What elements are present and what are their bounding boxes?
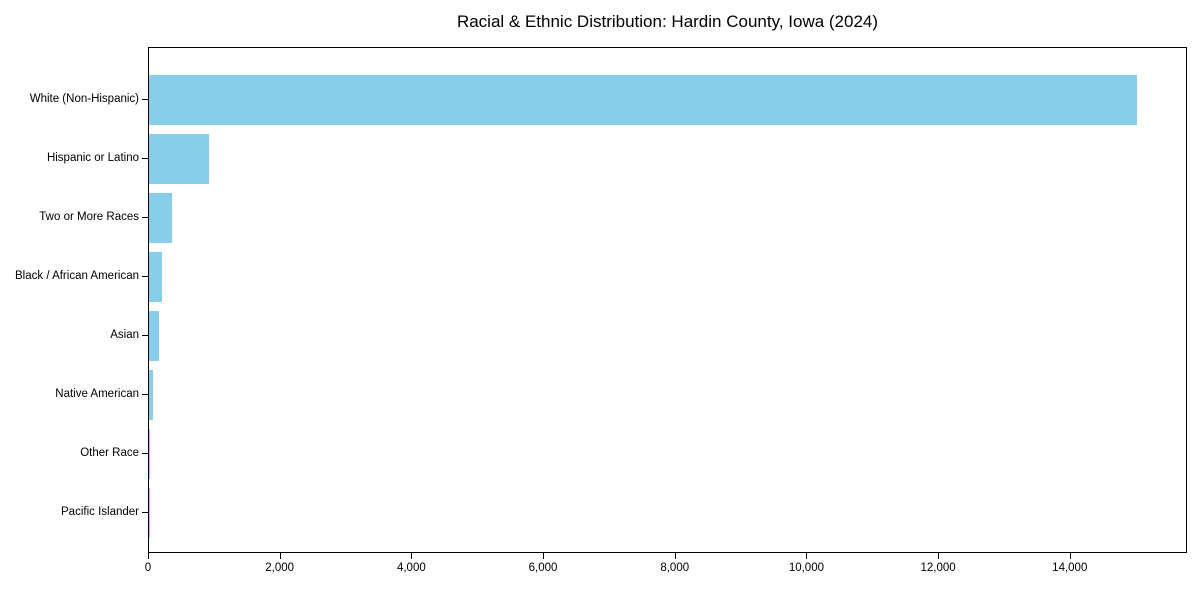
- y-axis-tick: [142, 98, 148, 100]
- x-axis-tick: [148, 553, 149, 559]
- x-tick-label: 4,000: [396, 562, 426, 574]
- bar: [149, 428, 151, 479]
- y-axis-tick: [142, 157, 148, 159]
- chart-title: Racial & Ethnic Distribution: Hardin Cou…: [456, 12, 879, 31]
- y-tick-label: Two or More Races: [39, 210, 139, 223]
- y-tick-label: Native American: [55, 387, 139, 400]
- bar: [149, 310, 159, 361]
- bar: [149, 133, 209, 184]
- y-axis-tick: [142, 393, 148, 395]
- x-tick-label: 8,000: [660, 562, 690, 574]
- y-axis-tick: [142, 511, 148, 513]
- x-tick-label: 2,000: [265, 562, 295, 574]
- x-axis-tick: [1069, 553, 1071, 559]
- x-axis-tick: [938, 553, 940, 559]
- y-tick-label: Pacific Islander: [61, 505, 139, 518]
- y-tick-label: Black / African American: [15, 269, 139, 282]
- x-tick-label: 6,000: [528, 562, 558, 574]
- x-tick-label: 14,000: [1052, 562, 1088, 574]
- plot-area: [148, 47, 1187, 553]
- x-axis-tick: [806, 553, 808, 559]
- bar: [149, 192, 173, 243]
- y-axis-tick: [142, 334, 148, 336]
- y-axis-tick: [142, 275, 148, 277]
- y-axis-tick: [142, 452, 148, 454]
- y-tick-label: Asian: [110, 328, 139, 341]
- bar: [149, 369, 153, 420]
- x-tick-label: 10,000: [788, 562, 824, 574]
- x-tick-label: 0: [144, 562, 152, 574]
- bar: [149, 251, 162, 302]
- y-axis-tick: [142, 216, 148, 218]
- y-tick-label: Hispanic or Latino: [46, 151, 139, 164]
- y-tick-label: White (Non-Hispanic): [29, 92, 139, 105]
- y-tick-label: Other Race: [80, 446, 139, 459]
- x-axis-tick: [411, 553, 413, 559]
- x-axis-tick: [279, 553, 281, 559]
- x-axis-tick: [674, 553, 676, 559]
- x-tick-label: 12,000: [920, 562, 956, 574]
- x-axis-tick: [543, 553, 545, 559]
- bar: [149, 74, 1137, 125]
